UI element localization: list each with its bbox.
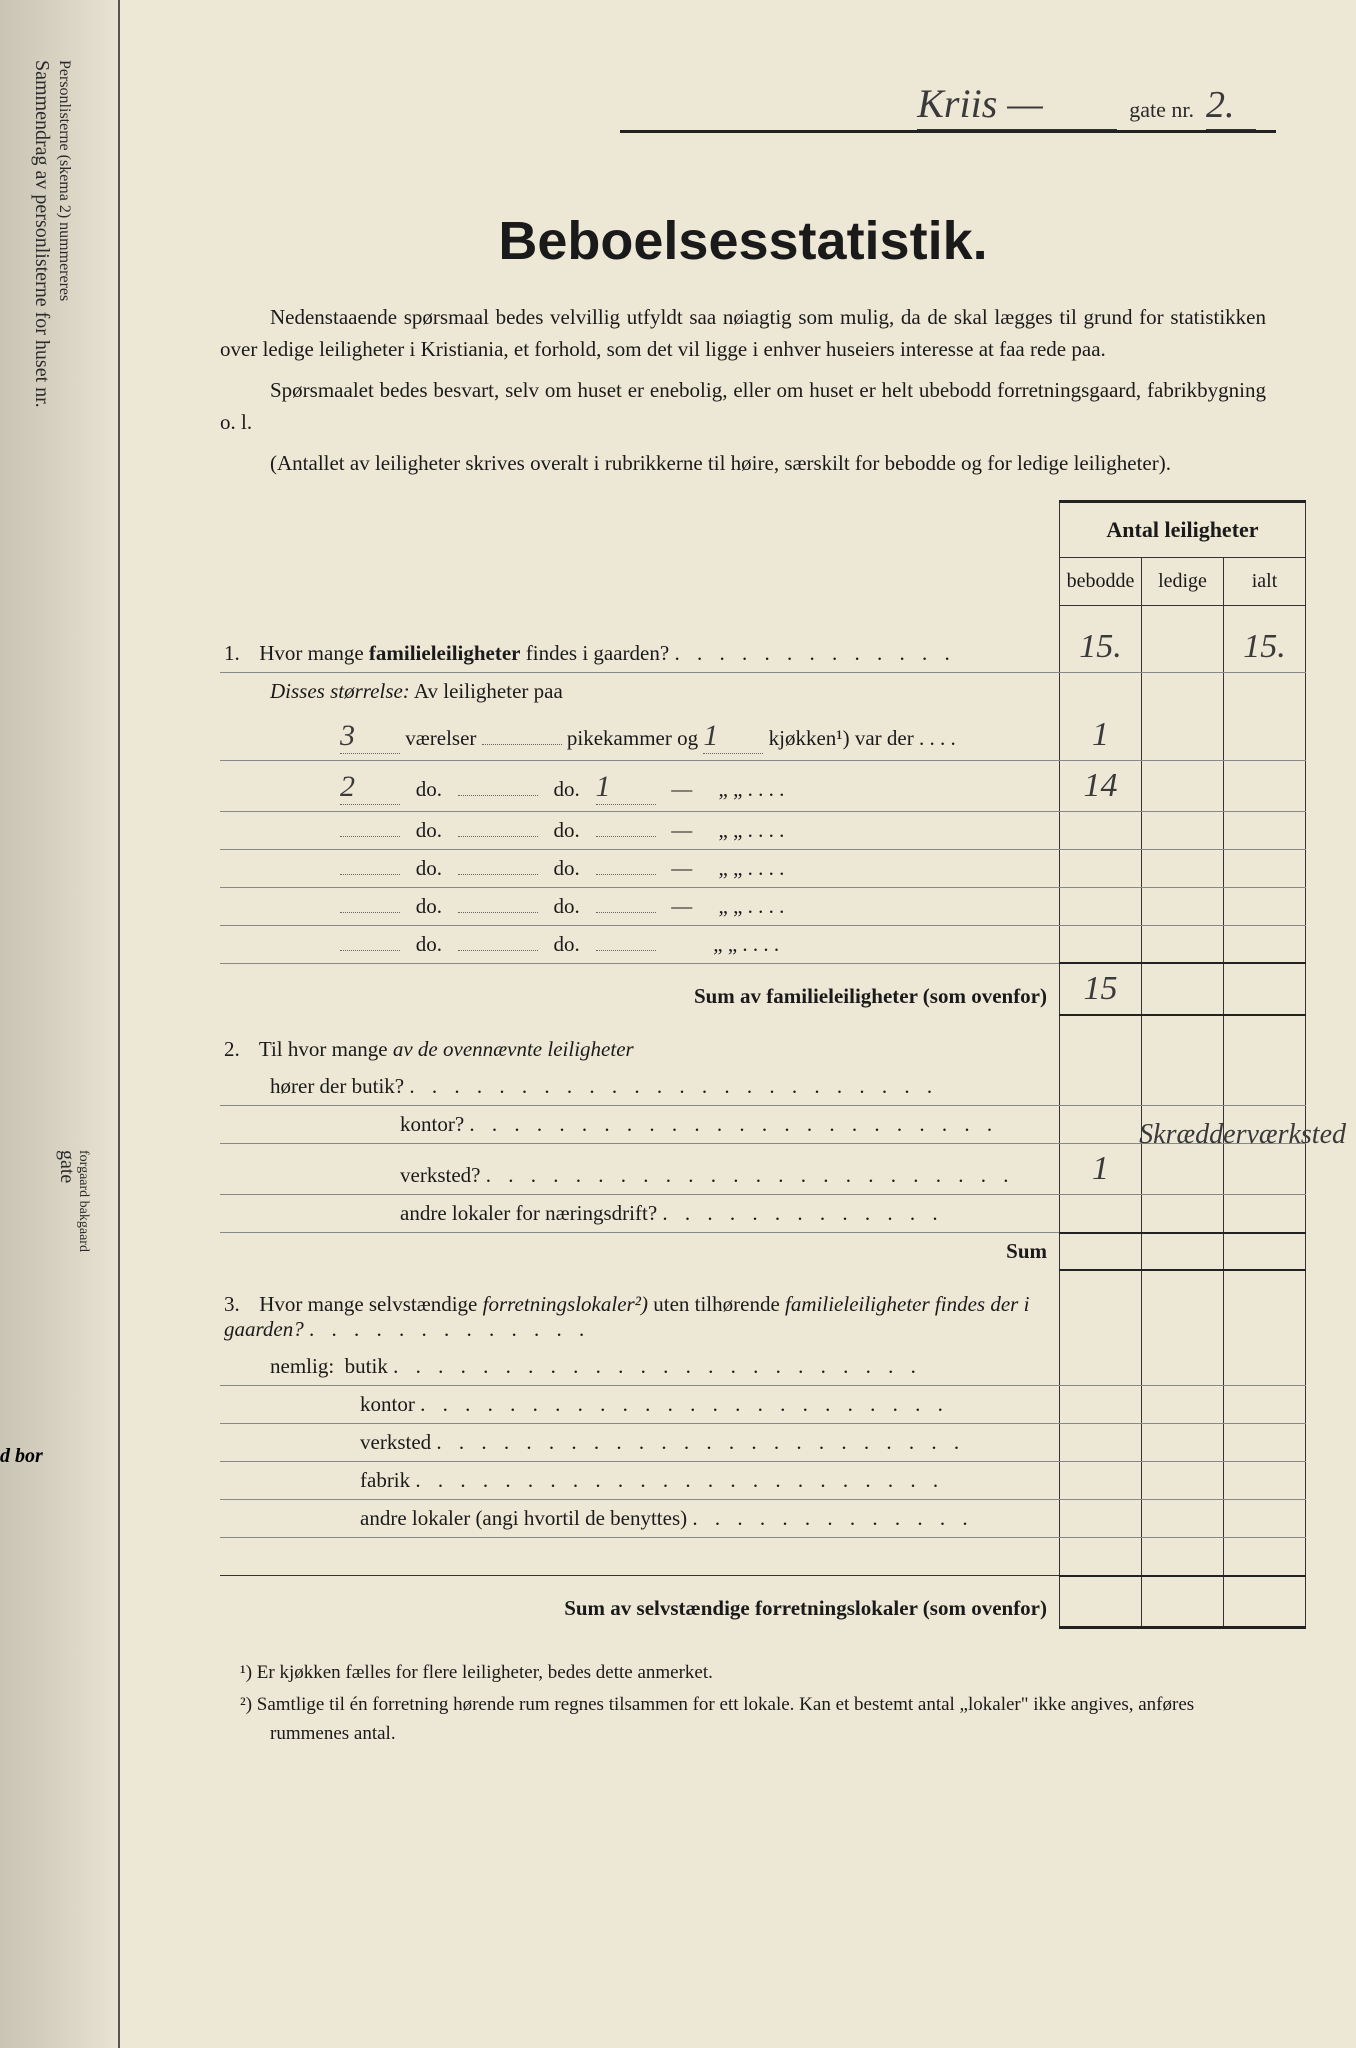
- q1-sum-label: Sum av familieleiligheter: [694, 984, 918, 1008]
- q2-andre-row: andre lokaler for næringsdrift? . . . . …: [220, 1195, 1306, 1233]
- q2-r2: kontor?: [400, 1112, 464, 1136]
- spine-sub-text: Personlisterne (skema 2) nummereres: [55, 60, 73, 301]
- row1-kjok-label: kjøkken¹) var der: [769, 726, 914, 750]
- document-page: Kriis — gate nr. 2. Beboelsesstatistik. …: [120, 0, 1356, 2048]
- q1-sum-row: Sum av familieleiligheter (som ovenfor) …: [220, 963, 1306, 1015]
- q3-text-b: uten tilhørende: [648, 1292, 785, 1316]
- col-bebodde: bebodde: [1060, 557, 1142, 605]
- q2-sum: Sum: [1006, 1239, 1047, 1263]
- dots: . . . . . . . . . . . . .: [674, 641, 955, 665]
- row2-value: 14: [1060, 760, 1142, 811]
- q3-r5: andre lokaler (angi hvortil de benyttes): [360, 1506, 687, 1530]
- q1-bebodde-value: 15.: [1060, 605, 1142, 672]
- binding-spine: Sammendrag av personlisterne for huset n…: [0, 0, 120, 2048]
- row2-do2: do.: [554, 777, 580, 801]
- main-form-table: Antal leiligheter bebodde ledige ialt 1.…: [220, 500, 1306, 1629]
- q3-r3: verksted: [360, 1430, 431, 1454]
- row2-do1: do.: [416, 777, 442, 801]
- row1-pike-label: pikekammer og: [567, 726, 698, 750]
- verksted-handwritten-note: Skrædderværksted: [1139, 1119, 1346, 1151]
- q3-butik-row: nemlig: butik . . . . . . . . . . . . . …: [220, 1348, 1306, 1386]
- q1-sum-value: 15: [1060, 963, 1142, 1015]
- q2-text: Til hvor mange: [259, 1037, 393, 1061]
- q3-row: 3. Hvor mange selvstændige forretningslo…: [220, 1270, 1306, 1348]
- q1-text-a: Hvor mange: [259, 641, 369, 665]
- spine-bor-text: d bor: [0, 1445, 43, 1468]
- q2-row: 2. Til hvor mange av de ovennævnte leili…: [220, 1015, 1306, 1068]
- footnote-2: ²) Samtlige til én forretning hørende ru…: [240, 1691, 1266, 1748]
- q1-row: 1. Hvor mange familieleiligheter findes …: [220, 605, 1306, 672]
- q2-verksted-row: verksted? . . . . . . . . . . . . . . . …: [220, 1144, 1306, 1195]
- q3-text-i: forretningslokaler²): [483, 1292, 648, 1316]
- gate-number-handwritten: 2.: [1206, 83, 1256, 131]
- page-title: Beboelsesstatistik.: [180, 210, 1306, 272]
- col-ialt: ialt: [1224, 557, 1306, 605]
- q1-number: 1.: [224, 641, 254, 666]
- q3-sum-label: Sum av selvstændige forretningslokaler: [564, 1596, 917, 1620]
- q3-andre-row: andre lokaler (angi hvortil de benyttes)…: [220, 1500, 1306, 1538]
- q1-text-b: familieleiligheter: [369, 641, 521, 665]
- col-ledige: ledige: [1142, 557, 1224, 605]
- row2-vaerelser: 2: [340, 770, 400, 805]
- column-group-header: Antal leiligheter: [1060, 501, 1306, 557]
- spine-small-text: forgaard bakgaard: [75, 1150, 91, 1252]
- row1-value: 1: [1060, 710, 1142, 761]
- street-name-handwritten: Kriis —: [917, 80, 1117, 131]
- q1-size-row-5: do. do. — „ „ . . . .: [220, 887, 1306, 925]
- q1-size-row-2: 2 do. do. 1 — „ „ . . . . 14: [220, 760, 1306, 811]
- q2-r1: hører der butik?: [270, 1074, 404, 1098]
- row1-kjokken: 1: [703, 719, 763, 754]
- row2-dash: —: [671, 777, 692, 801]
- footnote-1: ¹) Er kjøkken fælles for flere leilighet…: [240, 1659, 1266, 1688]
- row2-kjokken: 1: [596, 770, 656, 805]
- q1-size-row-3: do. do. — „ „ . . . .: [220, 811, 1306, 849]
- q1-size-row-1: 3 værelser pikekammer og 1 kjøkken¹) var…: [220, 710, 1306, 761]
- gate-nr-label: gate nr.: [1129, 97, 1194, 122]
- q2-r3: verksted?: [400, 1163, 480, 1187]
- q1-disses: Disses størrelse:: [270, 679, 410, 703]
- q1-av: Av leiligheter paa: [414, 679, 563, 703]
- q3-sum-row: Sum av selvstændige forretningslokaler (…: [220, 1576, 1306, 1628]
- q1-ialt-value: 15.: [1224, 605, 1306, 672]
- q2-text-i: av de ovennævnte leiligheter: [393, 1037, 634, 1061]
- q3-r1: butik: [345, 1354, 388, 1378]
- column-header-group-row: Antal leiligheter: [220, 501, 1306, 557]
- header-underline: [620, 130, 1276, 133]
- row1-vaerelser: 3: [340, 719, 400, 754]
- q2-sum-row: Sum: [220, 1233, 1306, 1271]
- q2-verksted-value: 1: [1060, 1144, 1142, 1195]
- column-header-row: bebodde ledige ialt: [220, 557, 1306, 605]
- intro-paragraph-1: Nedenstaaende spørsmaal bedes velvillig …: [220, 302, 1266, 365]
- q1-size-row-6: do. do. „ „ . . . .: [220, 925, 1306, 963]
- q1-disses-row: Disses størrelse: Av leiligheter paa: [220, 672, 1306, 710]
- q3-sum-paren: (som ovenfor): [923, 1596, 1047, 1620]
- q3-r4: fabrik: [360, 1468, 410, 1492]
- spine-main-text: Sammendrag av personlisterne for huset n…: [30, 60, 53, 408]
- q3-r2: kontor: [360, 1392, 415, 1416]
- row1-vaer-label: værelser: [405, 726, 476, 750]
- q3-fabrik-row: fabrik . . . . . . . . . . . . . . . . .…: [220, 1462, 1306, 1500]
- q1-sum-paren: (som ovenfor): [923, 984, 1047, 1008]
- q1-text-c: findes i gaarden?: [521, 641, 670, 665]
- q3-blank-row: [220, 1538, 1306, 1576]
- q3-kontor-row: kontor . . . . . . . . . . . . . . . . .…: [220, 1386, 1306, 1424]
- q1-ledige-value: [1142, 605, 1224, 672]
- q3-nemlig: nemlig:: [270, 1354, 334, 1378]
- q2-butik-row: hører der butik? . . . . . . . . . . . .…: [220, 1068, 1306, 1106]
- q3-text-a: Hvor mange selvstændige: [259, 1292, 482, 1316]
- intro-paragraph-2: Spørsmaalet bedes besvart, selv om huset…: [220, 375, 1266, 438]
- header-address: Kriis — gate nr. 2.: [917, 80, 1256, 131]
- q3-number: 3.: [224, 1292, 254, 1317]
- q2-number: 2.: [224, 1037, 254, 1062]
- q2-r4: andre lokaler for næringsdrift?: [400, 1201, 657, 1225]
- footnotes: ¹) Er kjøkken fælles for flere leilighet…: [240, 1659, 1266, 1749]
- q3-verksted-row: verksted . . . . . . . . . . . . . . . .…: [220, 1424, 1306, 1462]
- intro-paragraph-3: (Antallet av leiligheter skrives overalt…: [220, 448, 1266, 480]
- q1-size-row-4: do. do. — „ „ . . . .: [220, 849, 1306, 887]
